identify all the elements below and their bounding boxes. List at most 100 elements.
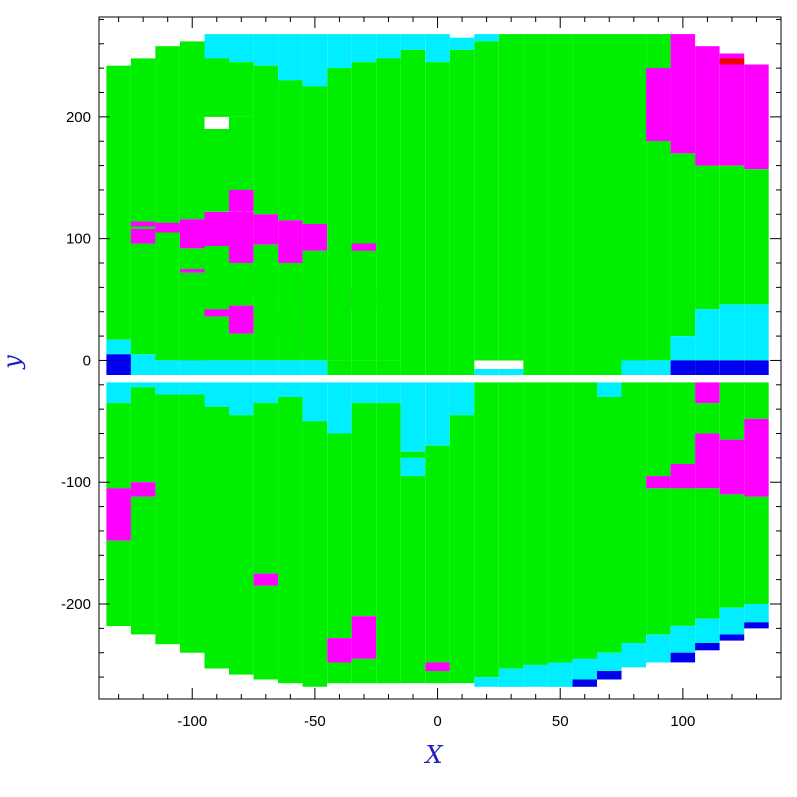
data-segment [302, 224, 328, 251]
data-segment [670, 464, 696, 489]
data-segment [351, 658, 377, 684]
data-segment [744, 360, 769, 375]
data-segment [670, 34, 696, 154]
data-segment [155, 394, 180, 645]
data-segment [449, 49, 475, 361]
data-segment [130, 58, 156, 244]
data-segment [180, 41, 205, 220]
data-segment [278, 220, 303, 263]
data-segment [229, 360, 254, 375]
data-segment [695, 309, 720, 361]
data-segment [253, 244, 279, 361]
data-segment [106, 339, 131, 355]
plot-frame [98, 16, 782, 700]
data-segment [376, 382, 401, 404]
data-segment [695, 403, 720, 434]
data-segment [695, 165, 720, 310]
data-segment [180, 394, 205, 653]
data-segment [302, 86, 328, 225]
data-segment [327, 638, 352, 663]
data-segment [670, 652, 696, 663]
data-segment [229, 263, 254, 306]
data-segment [278, 397, 303, 684]
data-segment [253, 585, 279, 680]
data-segment [351, 250, 377, 361]
data-segment [106, 540, 131, 626]
data-segment [278, 34, 303, 81]
data-segment [523, 664, 548, 687]
data-segment [130, 221, 156, 227]
data-segment [327, 433, 352, 639]
data-segment [229, 116, 254, 190]
data-segment [498, 382, 524, 669]
data-segment [253, 573, 279, 586]
data-segment [744, 604, 769, 623]
data-segment [278, 360, 303, 375]
data-segment [695, 360, 720, 375]
data-segment [547, 360, 573, 375]
data-segment [106, 488, 131, 541]
data-segment [327, 382, 352, 434]
data-segment [204, 211, 229, 246]
data-segment [229, 211, 254, 264]
x-tick-label: -100 [177, 713, 207, 730]
data-segment [204, 129, 229, 212]
data-segment [400, 457, 426, 477]
y-tick-label: 200 [66, 109, 91, 126]
data-segment [204, 382, 229, 407]
data-segment [425, 382, 450, 446]
data-segment [670, 360, 696, 375]
data-segment [229, 333, 254, 361]
data-segment [155, 46, 180, 244]
data-segment [646, 476, 671, 489]
data-segment [646, 382, 671, 477]
data-segment [719, 382, 745, 440]
data-segment [204, 316, 229, 361]
data-segment [719, 53, 745, 166]
data-segment [523, 360, 548, 375]
data-segment [204, 246, 229, 312]
x-axis-label: X [423, 741, 443, 769]
data-segment [695, 488, 720, 619]
data-segment [646, 68, 671, 142]
data-segment [646, 488, 671, 635]
data-segment [744, 382, 769, 419]
y-tick-label: -100 [61, 474, 91, 491]
data-segment [327, 34, 352, 69]
data-segment [278, 382, 303, 397]
data-segment [229, 382, 254, 416]
data-segment [106, 354, 131, 375]
data-segment [449, 360, 475, 375]
y-axis-label: y [0, 355, 26, 370]
data-segment [425, 34, 450, 63]
data-segment [229, 189, 254, 212]
data-segment [547, 662, 573, 687]
data-segment [744, 64, 769, 170]
data-segment [621, 360, 646, 375]
data-segment [302, 382, 328, 422]
data-segment [204, 309, 229, 317]
data-segment [744, 418, 769, 497]
data-segment [130, 387, 156, 483]
data-segment [253, 214, 279, 245]
data-segment [351, 616, 377, 659]
data-segment [425, 360, 450, 375]
data-segment [351, 403, 377, 617]
data-segment [425, 662, 450, 671]
data-segment [449, 415, 475, 684]
data-segment [106, 382, 131, 404]
data-segment [474, 677, 499, 687]
data-segment [155, 360, 180, 375]
data-segment [180, 269, 205, 273]
data-segment [400, 382, 426, 452]
data-segment [597, 360, 622, 375]
data-segment [695, 46, 720, 166]
y-tick-label: 100 [66, 231, 91, 248]
y-tick-label: -200 [61, 596, 91, 613]
data-segment [376, 360, 401, 375]
data-segment [498, 369, 524, 376]
data-segment [670, 336, 696, 361]
data-segment [670, 153, 696, 337]
data-segment [155, 222, 180, 233]
data-segment [621, 643, 646, 668]
